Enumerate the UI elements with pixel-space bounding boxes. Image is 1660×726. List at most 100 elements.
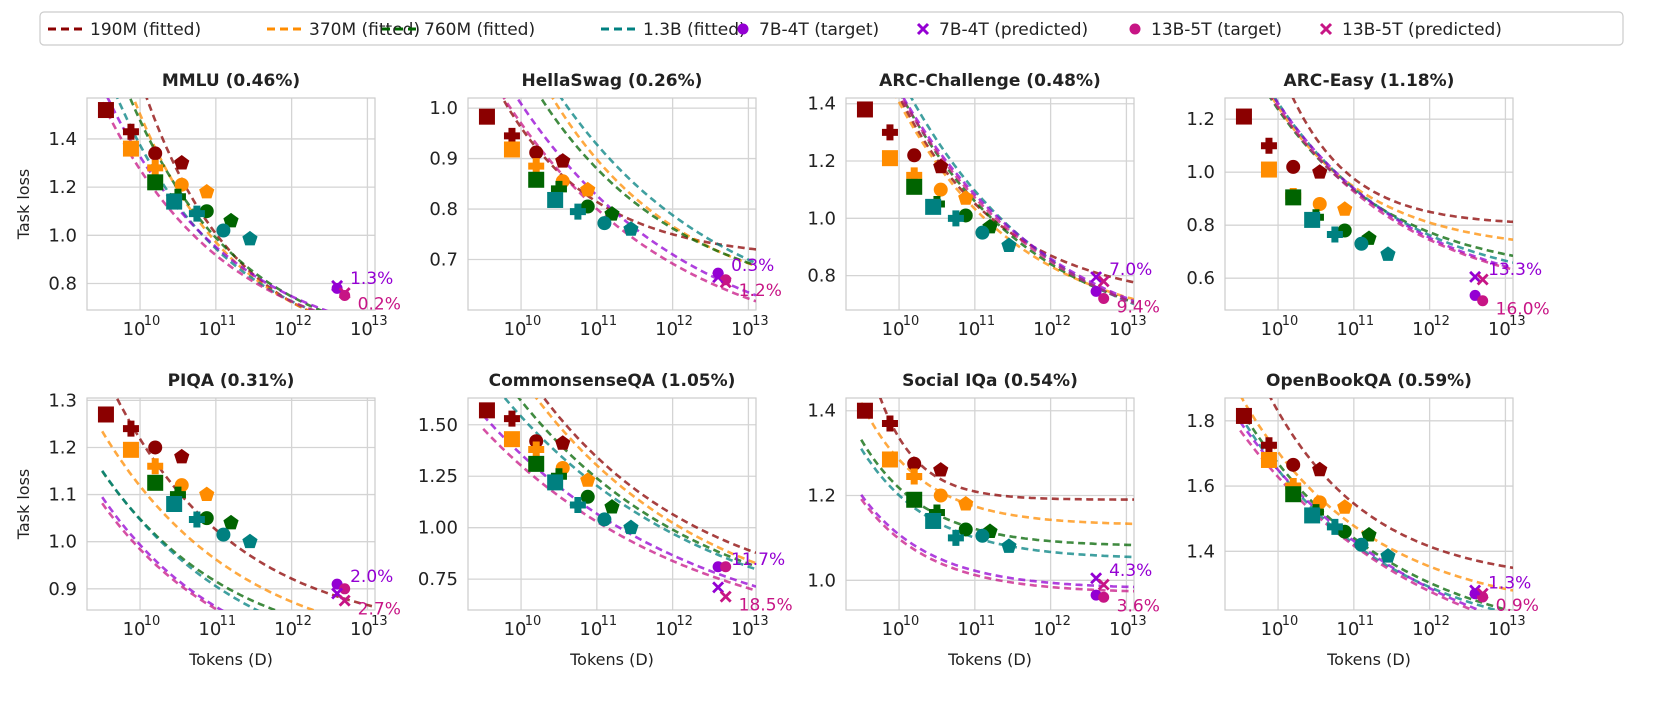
x-tick-label: 10 [655,619,678,640]
x-tick-exponent: 12 [295,314,312,329]
target-13b-5t [339,583,351,595]
plot-frame [1224,397,1514,611]
legend-item-8: 13B-5T (predicted) [1319,20,1502,40]
point-370M-pentagon [958,496,974,511]
point-370M-square [122,441,139,458]
x-axis-label: Tokens (D) [188,650,273,669]
y-tick-label: 1.0 [429,98,458,119]
legend-label: 13B-5T (target) [1151,20,1282,40]
error-label-13b-5t: 2.7% [358,600,401,620]
error-label-13b-5t: 0.2% [358,295,401,315]
fitted-curves [1269,98,1513,271]
x-tick-exponent: 11 [1358,614,1375,629]
point-760M-pentagon [604,499,620,514]
x-axis-label: Tokens (D) [947,650,1032,669]
y-tick-label: 0.8 [1186,215,1215,236]
x-tick-label: 10 [274,319,297,340]
fit-7b-4t [101,496,225,610]
fit-760M [128,98,324,310]
point-760M-square [147,474,164,491]
point-190M-plus [122,123,139,140]
point-190M-pentagon [1312,164,1328,179]
plot-frame [845,97,1135,311]
predicted-13b-5t [1097,578,1110,591]
fitted-curves [500,98,756,303]
fit-1-3B [1239,414,1501,610]
target-13b-5t [1098,293,1110,305]
point-1-3B-square [166,496,183,512]
target-13b-5t [1477,295,1489,307]
point-1-3B-circle [597,512,612,527]
x-tick-label: 10 [1336,319,1359,340]
point-1-3B-circle [1354,537,1369,552]
x-tick-exponent: 12 [1054,614,1071,629]
fit-760M [517,398,756,568]
predicted-13b-5t [1476,273,1489,286]
point-370M-plus [906,468,923,485]
point-1-3B-circle [1354,236,1369,251]
x-tick-exponent: 13 [752,314,769,329]
error-label-13b-5t: 16.0% [1496,300,1550,320]
x-tick-label: 10 [731,319,754,340]
y-axis-label: Task loss [14,469,33,541]
point-190M-square [1235,407,1252,424]
point-1-3B-circle [975,225,990,240]
x-tick-exponent: 13 [1509,314,1526,329]
point-760M-square [528,455,545,472]
point-1-3B-plus [569,203,586,220]
point-370M-circle [174,177,189,192]
x-tick-label: 10 [1336,619,1359,640]
point-190M-circle [907,456,922,471]
legend-dot-swatch [737,23,749,35]
y-tick-label: 0.8 [429,199,458,220]
x-tick-exponent: 10 [144,614,161,629]
point-190M-plus [1260,137,1277,154]
fit-13b-5t [101,101,317,310]
point-370M-pentagon [1337,201,1353,216]
point-370M-circle [1312,197,1327,211]
point-760M-square [528,171,545,188]
point-1-3B-pentagon [242,230,258,246]
legend-item-7: 13B-5T (target) [1129,20,1282,40]
y-tick-label: 1.8 [1186,411,1215,432]
point-370M-plus [147,458,164,475]
predicted-7b-4t [1469,584,1482,597]
point-370M-pentagon [199,486,215,502]
point-1-3B-pentagon [1001,538,1017,553]
point-760M-square [1285,486,1302,503]
x-tick-exponent: 11 [220,614,237,629]
point-760M-pentagon [223,212,239,228]
x-tick-label: 10 [1109,319,1132,340]
y-tick-label: 0.75 [418,569,458,590]
x-tick-label: 10 [579,619,602,640]
x-tick-label: 10 [1261,619,1284,640]
x-tick-exponent: 12 [1433,314,1450,329]
fitted-curves [895,98,1134,306]
x-tick-label: 10 [1109,619,1132,640]
error-label-7b-4t: 11.7% [731,550,785,570]
point-1-3B-square [547,191,564,208]
point-370M-circle [933,182,948,197]
x-tick-label: 10 [957,619,980,640]
legend-x-swatch [1319,22,1333,36]
y-tick-label: 1.2 [48,177,77,198]
x-tick-exponent: 12 [676,614,693,629]
point-1-3B-plus [1326,518,1343,535]
legend-label: 370M (fitted) [309,20,420,40]
y-tick-label: 1.00 [418,518,458,539]
point-370M-square [881,150,898,167]
point-190M-pentagon [555,153,571,168]
plot-frame [86,397,376,611]
x-tick-exponent: 11 [601,614,618,629]
fit-1-3B [116,98,315,310]
y-tick-label: 1.0 [48,225,77,246]
fit-13b-5t [482,427,756,592]
point-1-3B-square [925,512,942,529]
legend-label: 1.3B (fitted) [643,20,746,40]
fit-190M [1291,98,1513,224]
fit-760M [1239,408,1513,610]
legend-item-3: 760M (fitted) [382,20,535,40]
